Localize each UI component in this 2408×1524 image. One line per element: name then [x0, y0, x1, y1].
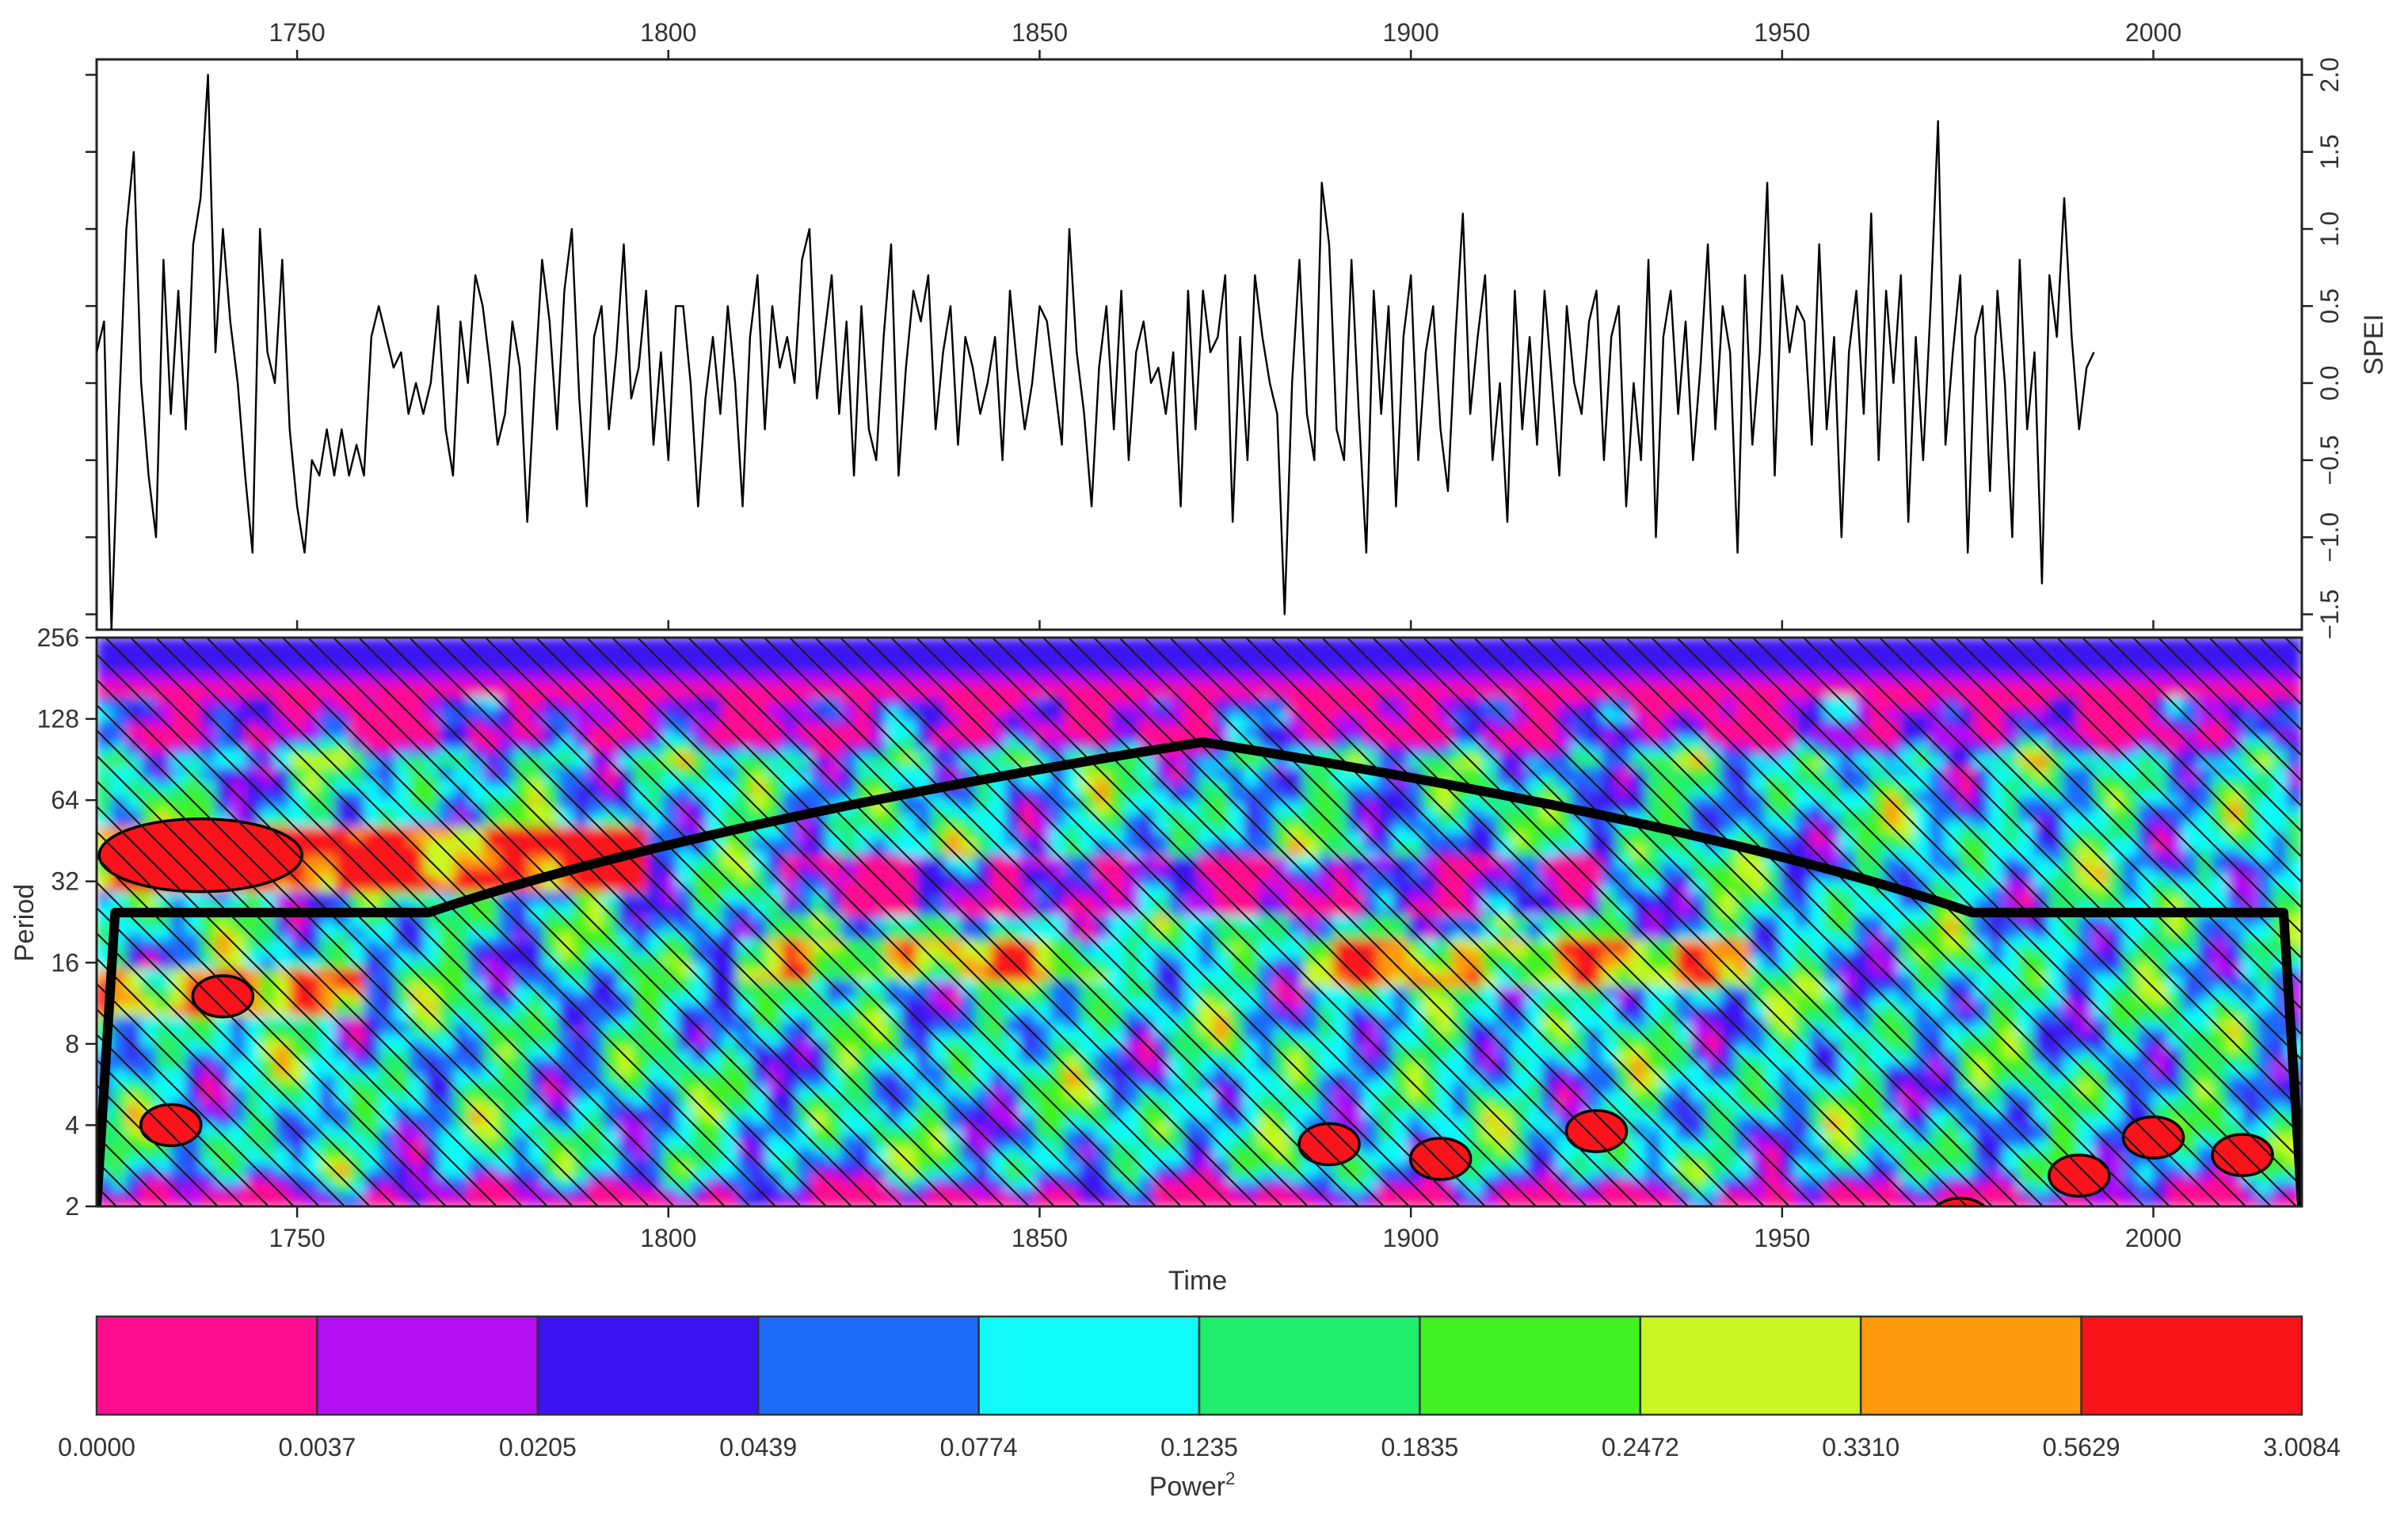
y-axis-label-spei: SPEI: [2359, 314, 2389, 375]
spei-series-line: [97, 74, 2095, 630]
right-y-tick-label: 0.5: [2315, 288, 2344, 323]
wavelet-panel: 1750 1800 1850 1900 1950 2000 248163264128256…: [10, 623, 2303, 1296]
top-x-tick-label: 1800: [640, 18, 696, 47]
top-x-tick-label: 1850: [1012, 18, 1068, 47]
right-y-tick-label: −1.5: [2315, 589, 2344, 639]
right-y-tick-label: 1.5: [2315, 135, 2344, 170]
right-y-tick-label: 2.0: [2315, 57, 2344, 92]
spei-panel: 1750 1800 1850 1900 1950 2000 −1.5 −1.0 −0.5 0.0…: [86, 18, 2389, 639]
right-y-tick-label: 0.0: [2315, 365, 2344, 400]
top-x-tick-label: 1750: [269, 18, 325, 47]
top-x-axis: 1750 1800 1850 1900 1950 2000: [269, 18, 2181, 630]
right-y-tick-label: −0.5: [2315, 435, 2344, 485]
top-x-tick-label: 1950: [1754, 18, 1810, 47]
right-y-tick-label: 1.0: [2315, 211, 2344, 246]
right-y-tick-label: −1.0: [2315, 512, 2344, 562]
right-y-axis: −1.5 −1.0 −0.5 0.0 0.5 1.0 1.5 2.0: [86, 57, 2344, 639]
top-x-tick-label: 2000: [2125, 18, 2181, 47]
top-x-tick-label: 1900: [1383, 18, 1439, 47]
